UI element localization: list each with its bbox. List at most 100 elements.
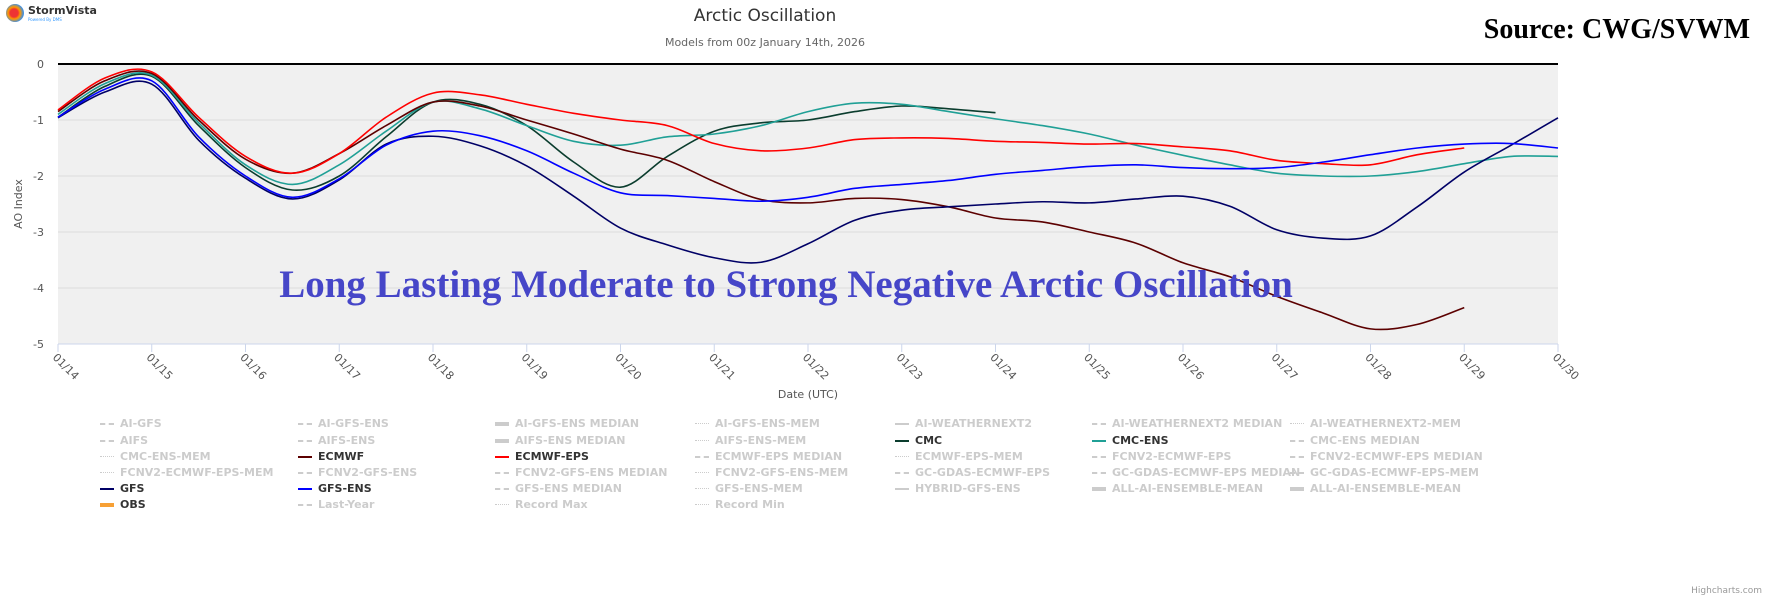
legend-symbol-icon <box>695 472 709 473</box>
credits-link[interactable]: Highcharts.com <box>1691 586 1762 596</box>
y-tick-label: -2 <box>33 170 44 183</box>
legend-symbol-icon <box>495 455 509 458</box>
legend-label: ALL-AI-ENSEMBLE-MEAN <box>1310 482 1462 495</box>
legend-label: CMC <box>915 434 943 447</box>
legend-item-ecmwf-eps-median[interactable]: ECMWF-EPS MEDIAN <box>695 450 842 463</box>
legend-item-ecmwf-eps[interactable]: ECMWF-EPS <box>495 450 589 463</box>
legend-label: FCNV2-GFS-ENS-MEM <box>715 466 849 479</box>
legend-symbol-icon <box>895 456 909 457</box>
legend-item-gfs[interactable]: GFS <box>100 482 144 495</box>
legend-item-ai-weathernext2[interactable]: AI-WEATHERNEXT2 <box>895 417 1032 430</box>
legend-label: Last-Year <box>318 498 375 511</box>
legend-item-cmc-ens[interactable]: CMC-ENS <box>1092 434 1169 447</box>
legend-label: CMC-ENS <box>1112 434 1169 447</box>
legend-item-gfs-ens[interactable]: GFS-ENS <box>298 482 372 495</box>
legend-label: FCNV2-ECMWF-EPS MEDIAN <box>1310 450 1483 463</box>
legend-item-ai-weathernext2-mem[interactable]: AI-WEATHERNEXT2-MEM <box>1290 417 1461 430</box>
legend-item-gc-gdas-ecmwf-eps-median[interactable]: GC-GDAS-ECMWF-EPS MEDIAN <box>1092 466 1300 479</box>
legend-symbol-icon <box>100 472 114 473</box>
legend-symbol-icon <box>695 455 709 458</box>
legend-item-gfs-ens-mem[interactable]: GFS-ENS-MEM <box>695 482 803 495</box>
legend-item-gfs-ens-median[interactable]: GFS-ENS MEDIAN <box>495 482 622 495</box>
x-axis-title: Date (UTC) <box>778 388 838 401</box>
legend-item-ecmwf-eps-mem[interactable]: ECMWF-EPS-MEM <box>895 450 1023 463</box>
legend-label: Record Min <box>715 498 785 511</box>
legend-item-aifs-ens-mem[interactable]: AIFS-ENS-MEM <box>695 434 806 447</box>
legend-symbol-icon <box>895 487 909 490</box>
legend-symbol-icon <box>895 471 909 474</box>
legend-item-ai-gfs-ens-mem[interactable]: AI-GFS-ENS-MEM <box>695 417 820 430</box>
legend-item-fcnv2-gfs-ens-median[interactable]: FCNV2-GFS-ENS MEDIAN <box>495 466 667 479</box>
legend-symbol-icon <box>1092 422 1106 425</box>
x-tick-label: 01/14 <box>50 351 82 383</box>
legend-label: GC-GDAS-ECMWF-EPS MEDIAN <box>1112 466 1301 479</box>
legend-item-aifs-ens[interactable]: AIFS-ENS <box>298 434 375 447</box>
legend-item-aifs[interactable]: AIFS <box>100 434 148 447</box>
legend-item-ai-gfs-ens[interactable]: AI-GFS-ENS <box>298 417 389 430</box>
legend-symbol-icon <box>495 487 509 490</box>
legend-item-aifs-ens-median[interactable]: AIFS-ENS MEDIAN <box>495 434 625 447</box>
legend-item-ecmwf[interactable]: ECMWF <box>298 450 364 463</box>
legend-symbol-icon <box>1092 439 1106 442</box>
legend-label: FCNV2-ECMWF-EPS <box>1112 450 1232 463</box>
logo-icon <box>6 4 24 22</box>
legend-symbol-icon <box>100 456 114 457</box>
x-tick-label: 01/22 <box>800 351 832 383</box>
legend-symbol-icon <box>1092 471 1106 474</box>
legend-label: ECMWF-EPS-MEM <box>915 450 1023 463</box>
legend-item-fcnv2-gfs-ens-mem[interactable]: FCNV2-GFS-ENS-MEM <box>695 466 848 479</box>
legend-symbol-icon <box>695 504 709 505</box>
legend-item-hybrid-gfs-ens[interactable]: HYBRID-GFS-ENS <box>895 482 1021 495</box>
legend-item-obs[interactable]: OBS <box>100 498 146 511</box>
legend-symbol-icon <box>298 422 312 425</box>
legend-symbol-icon <box>895 439 909 442</box>
legend-item-fcnv2-ecmwf-eps-median[interactable]: FCNV2-ECMWF-EPS MEDIAN <box>1290 450 1483 463</box>
legend-label: FCNV2-GFS-ENS MEDIAN <box>515 466 668 479</box>
legend-item-cmc[interactable]: CMC <box>895 434 942 447</box>
legend-item-fcnv2-gfs-ens[interactable]: FCNV2-GFS-ENS <box>298 466 417 479</box>
legend-item-all-ai-ensemble-mean[interactable]: ALL-AI-ENSEMBLE-MEAN <box>1092 482 1263 495</box>
source-label: Source: CWG/SVWM <box>1483 14 1750 45</box>
legend-symbol-icon <box>1290 439 1304 442</box>
legend-label: CMC-ENS MEDIAN <box>1310 434 1420 447</box>
legend-item-record-min[interactable]: Record Min <box>695 498 785 511</box>
legend-symbol-icon <box>298 471 312 474</box>
x-tick-label: 01/28 <box>1362 351 1394 383</box>
legend-label: AI-GFS-ENS <box>318 417 389 430</box>
legend-label: FCNV2-GFS-ENS <box>318 466 418 479</box>
legend-item-fcnv2-ecmwf-eps[interactable]: FCNV2-ECMWF-EPS <box>1092 450 1231 463</box>
legend-item-last-year[interactable]: Last-Year <box>298 498 374 511</box>
legend-symbol-icon <box>1290 471 1304 474</box>
legend-item-gc-gdas-ecmwf-eps[interactable]: GC-GDAS-ECMWF-EPS <box>895 466 1050 479</box>
chart-title: Arctic Oscillation <box>693 6 837 26</box>
legend-item-cmc-ens-median[interactable]: CMC-ENS MEDIAN <box>1290 434 1420 447</box>
legend-label: AI-WEATHERNEXT2-MEM <box>1310 417 1462 430</box>
legend-item-ai-gfs-ens-median[interactable]: AI-GFS-ENS MEDIAN <box>495 417 639 430</box>
y-tick-label: -1 <box>33 114 44 127</box>
legend-label: CMC-ENS-MEM <box>120 450 211 463</box>
legend-label: GFS-ENS <box>318 482 372 495</box>
legend-symbol-icon <box>1290 486 1304 491</box>
legend-symbol-icon <box>100 422 114 425</box>
legend-label: AIFS-ENS-MEM <box>715 434 807 447</box>
legend-symbol-icon <box>298 487 312 490</box>
legend-symbol-icon <box>495 438 509 443</box>
legend-item-all-ai-ensemble-mean[interactable]: ALL-AI-ENSEMBLE-MEAN <box>1290 482 1461 495</box>
legend-item-cmc-ens-mem[interactable]: CMC-ENS-MEM <box>100 450 211 463</box>
legend-item-gc-gdas-ecmwf-eps-mem[interactable]: GC-GDAS-ECMWF-EPS-MEM <box>1290 466 1479 479</box>
legend-symbol-icon <box>298 455 312 458</box>
legend-label: AI-GFS-ENS MEDIAN <box>515 417 640 430</box>
legend-symbol-icon <box>495 421 509 426</box>
legend-item-ai-weathernext2-median[interactable]: AI-WEATHERNEXT2 MEDIAN <box>1092 417 1282 430</box>
legend-item-record-max[interactable]: Record Max <box>495 498 588 511</box>
legend-label: Record Max <box>515 498 588 511</box>
legend-item-fcnv2-ecmwf-eps-mem[interactable]: FCNV2-ECMWF-EPS-MEM <box>100 466 273 479</box>
y-tick-label: -3 <box>33 226 44 239</box>
legend-label: AI-WEATHERNEXT2 <box>915 417 1033 430</box>
legend-label: GC-GDAS-ECMWF-EPS <box>915 466 1050 479</box>
series-line-gfs <box>57 80 1559 264</box>
legend-label: ECMWF <box>318 450 365 463</box>
legend-item-ai-gfs[interactable]: AI-GFS <box>100 417 162 430</box>
legend-label: OBS <box>120 498 146 511</box>
